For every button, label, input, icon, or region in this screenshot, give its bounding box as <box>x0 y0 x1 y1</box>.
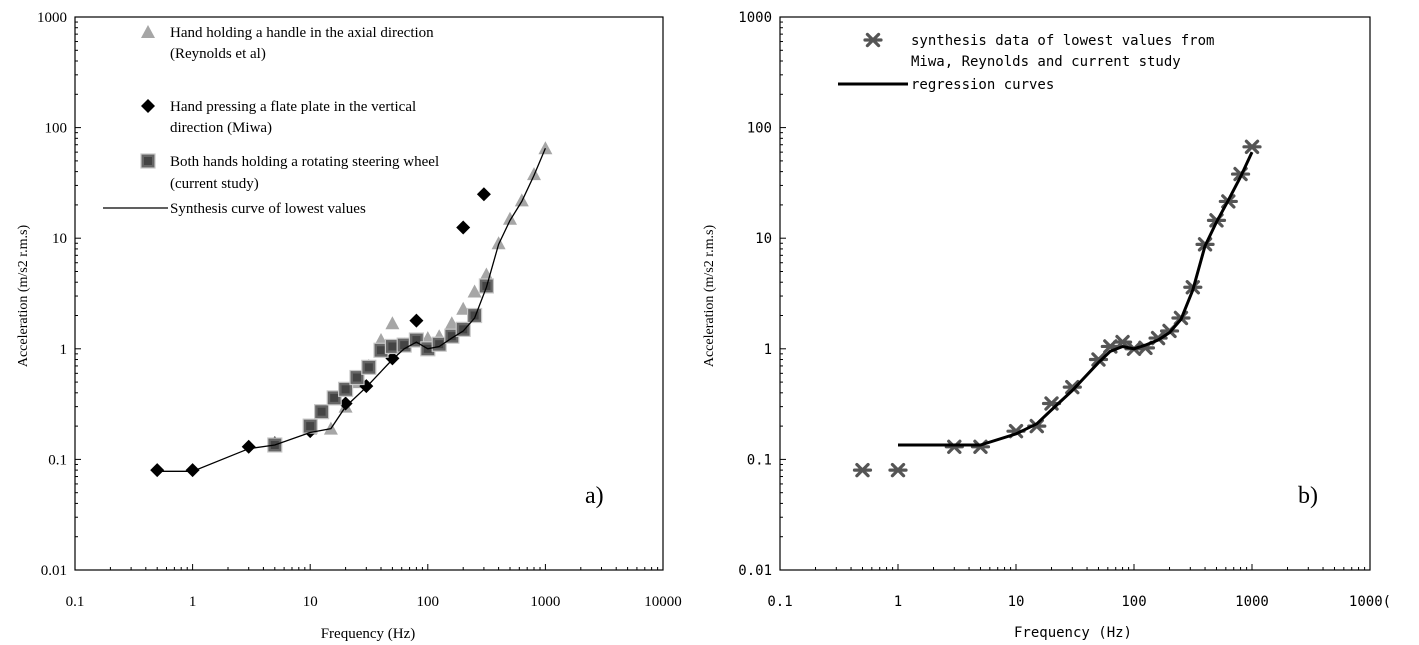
data-point-core <box>435 340 444 349</box>
data-point-core <box>306 422 315 431</box>
data-point <box>538 141 553 155</box>
plot-frame <box>779 16 1371 571</box>
data-point-core <box>352 373 361 382</box>
data-point <box>385 351 400 366</box>
data-point <box>852 462 873 478</box>
y-tick-label: 0.1 <box>48 452 67 468</box>
data-point <box>385 316 400 330</box>
legend-label: Synthesis curve of lowest values <box>170 201 366 217</box>
x-tick-label: 100 <box>417 594 440 610</box>
panel-label: a) <box>585 483 604 509</box>
y-tick-label: 1000 <box>738 10 772 26</box>
legend: synthesis data of lowest values from Miwa… <box>838 32 1214 93</box>
legend-marker <box>863 32 883 48</box>
x-tick-label: 10 <box>1008 594 1025 610</box>
data-point-core <box>317 407 326 416</box>
data-point <box>409 313 424 328</box>
data-point <box>467 284 482 298</box>
data-point-core <box>459 325 468 334</box>
legend-marker <box>141 25 155 38</box>
data-point-core <box>388 342 397 351</box>
y-tick-label: 1 <box>764 342 772 358</box>
data-point <box>944 439 964 454</box>
data-point-core <box>470 311 479 320</box>
y-axis-label: Acceleration (m/s2 r.m.s) <box>16 225 31 368</box>
series-2 <box>267 278 495 453</box>
data-point-core <box>364 363 373 372</box>
series-1 <box>150 187 491 478</box>
y-tick-label: 0.01 <box>738 563 772 579</box>
data-point <box>456 301 471 315</box>
data-point <box>456 220 471 235</box>
legend-label: Both hands holding a rotating steering w… <box>170 154 439 170</box>
legend: Hand holding a handle in the axial direc… <box>103 25 439 217</box>
legend-label: regression curves <box>911 77 1054 93</box>
data-point <box>150 463 165 478</box>
data-point <box>888 462 908 478</box>
legend-label: Hand holding a handle in the axial direc… <box>170 25 434 41</box>
data-point <box>491 236 506 250</box>
x-tick-label: 1000 <box>530 594 560 610</box>
data-point <box>1242 139 1262 155</box>
legend-label: direction (Miwa) <box>170 120 272 136</box>
y-tick-label: 1 <box>60 342 68 358</box>
series-0 <box>267 141 553 450</box>
x-tick-label: 1 <box>894 594 902 610</box>
data-point <box>420 331 435 345</box>
chart-a: 0.01 0.1 1 10 100 1000 0.1 1 10 100 1000 10000 Frequ… <box>16 10 682 642</box>
data-point <box>444 316 459 330</box>
series-line <box>898 151 1254 447</box>
data-point <box>527 167 542 181</box>
x-tick-label: 0.1 <box>66 594 85 610</box>
x-tick-label: 0.1 <box>767 594 792 610</box>
y-tick-label: 0.01 <box>41 563 67 579</box>
data-point <box>338 396 353 411</box>
y-tick-label: 0.1 <box>747 452 772 468</box>
y-axis-label: Acceleration (m/s2 r.m.s) <box>702 225 717 368</box>
data-point <box>502 211 517 225</box>
data-point-core <box>400 341 409 350</box>
x-tick-label: 100 <box>1121 594 1146 610</box>
data-point-core <box>341 385 350 394</box>
x-tick-label: 1000( <box>1349 594 1391 610</box>
legend-label: Hand pressing a flate plate in the verti… <box>170 99 416 115</box>
legend-marker <box>141 99 155 113</box>
series-3 <box>157 148 546 472</box>
data-point <box>1062 379 1082 395</box>
series-1 <box>898 151 1254 447</box>
data-point <box>476 187 491 202</box>
legend-marker-core <box>144 157 152 165</box>
x-tick-label: 1000 <box>1235 594 1269 610</box>
data-point-core <box>377 346 386 355</box>
data-point-core <box>412 336 421 345</box>
data-point <box>185 463 200 478</box>
plot-frame <box>74 16 664 571</box>
data-point-core <box>447 332 456 341</box>
legend-label: Miwa, Reynolds and current study <box>911 54 1181 70</box>
y-tick-label: 100 <box>45 121 68 137</box>
x-tick-label: 10 <box>303 594 318 610</box>
y-tick-label: 10 <box>755 231 772 247</box>
x-axis-label: Frequency (Hz) <box>1014 625 1132 641</box>
data-point <box>514 193 529 207</box>
y-tick-label: 100 <box>747 121 772 137</box>
x-tick-label: 10000 <box>644 594 682 610</box>
data-point <box>241 439 256 454</box>
series-line <box>157 148 546 472</box>
legend-label: (current study) <box>170 176 259 192</box>
panel-label: b) <box>1298 483 1318 509</box>
y-tick-label: 1000 <box>37 10 67 26</box>
series-0 <box>852 139 1262 478</box>
y-tick-label: 10 <box>52 231 67 247</box>
chart-b: 0.01 0.1 1 10 100 1000 0.1 1 10 100 1000 1000( Frequ… <box>702 10 1391 641</box>
x-tick-label: 1 <box>189 594 197 610</box>
data-point-core <box>330 393 339 402</box>
x-axis-label: Frequency (Hz) <box>321 626 416 642</box>
legend-label: synthesis data of lowest values from <box>911 33 1214 49</box>
legend-label: (Reynolds et al) <box>170 46 266 62</box>
